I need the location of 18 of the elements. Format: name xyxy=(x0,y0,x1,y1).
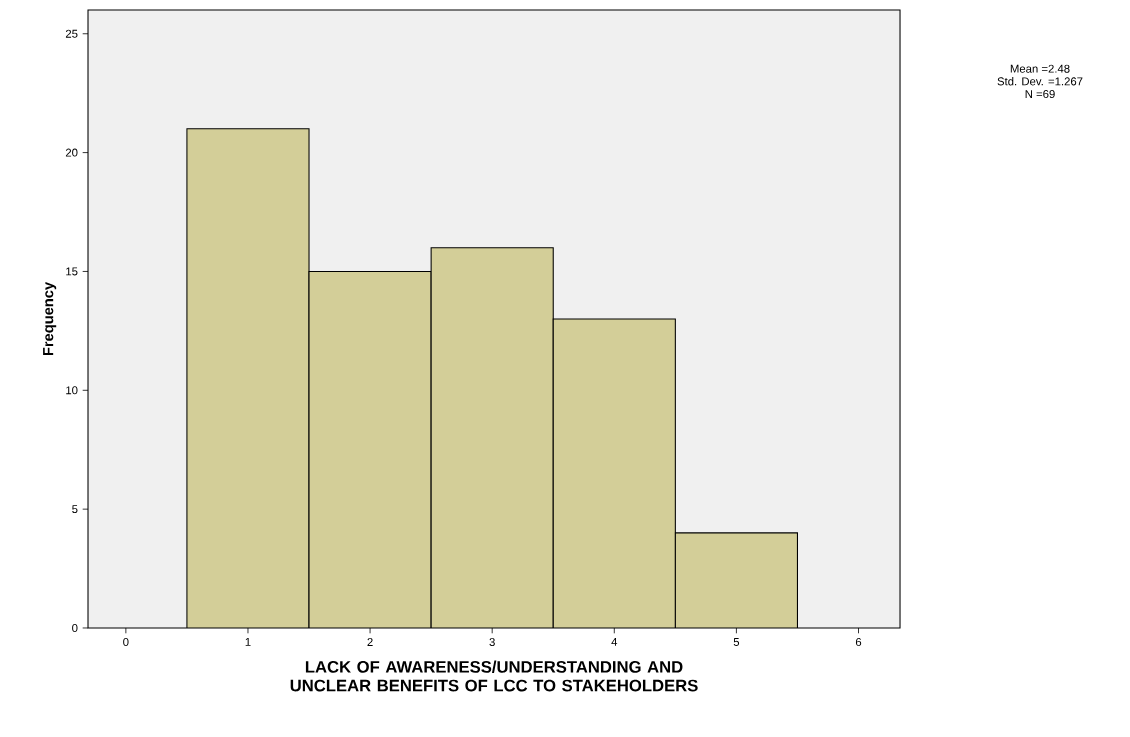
x-tick-label: 1 xyxy=(245,638,251,646)
y-tick-label: 15 xyxy=(66,267,78,276)
x-tick-label: 3 xyxy=(489,638,495,647)
y-tick-label: 20 xyxy=(65,148,78,157)
y-tick-label: 0 xyxy=(72,623,78,632)
text: Mean =2.48 xyxy=(1010,64,1070,73)
text: N =69 xyxy=(1025,90,1055,99)
y-tick-label: 10 xyxy=(66,386,78,395)
x-tick-label: 0 xyxy=(123,638,129,647)
y-tick-label: 5 xyxy=(72,505,78,514)
text: Std. Dev. =1.267 xyxy=(997,77,1083,86)
y-axis-title: Frequency xyxy=(43,281,57,356)
x-tick-label: 4 xyxy=(611,638,618,646)
x-tick-label: 2 xyxy=(367,638,373,646)
x-tick-label: 6 xyxy=(855,638,862,647)
x-tick-label: 5 xyxy=(733,638,740,646)
x-axis-title: LACK OF AWARENESS/UNDERSTANDING AND UNCLEAR BENEFITS OF LCC TO STAKEHOLDERS xyxy=(290,660,698,692)
y-tick-label: 25 xyxy=(65,29,78,38)
